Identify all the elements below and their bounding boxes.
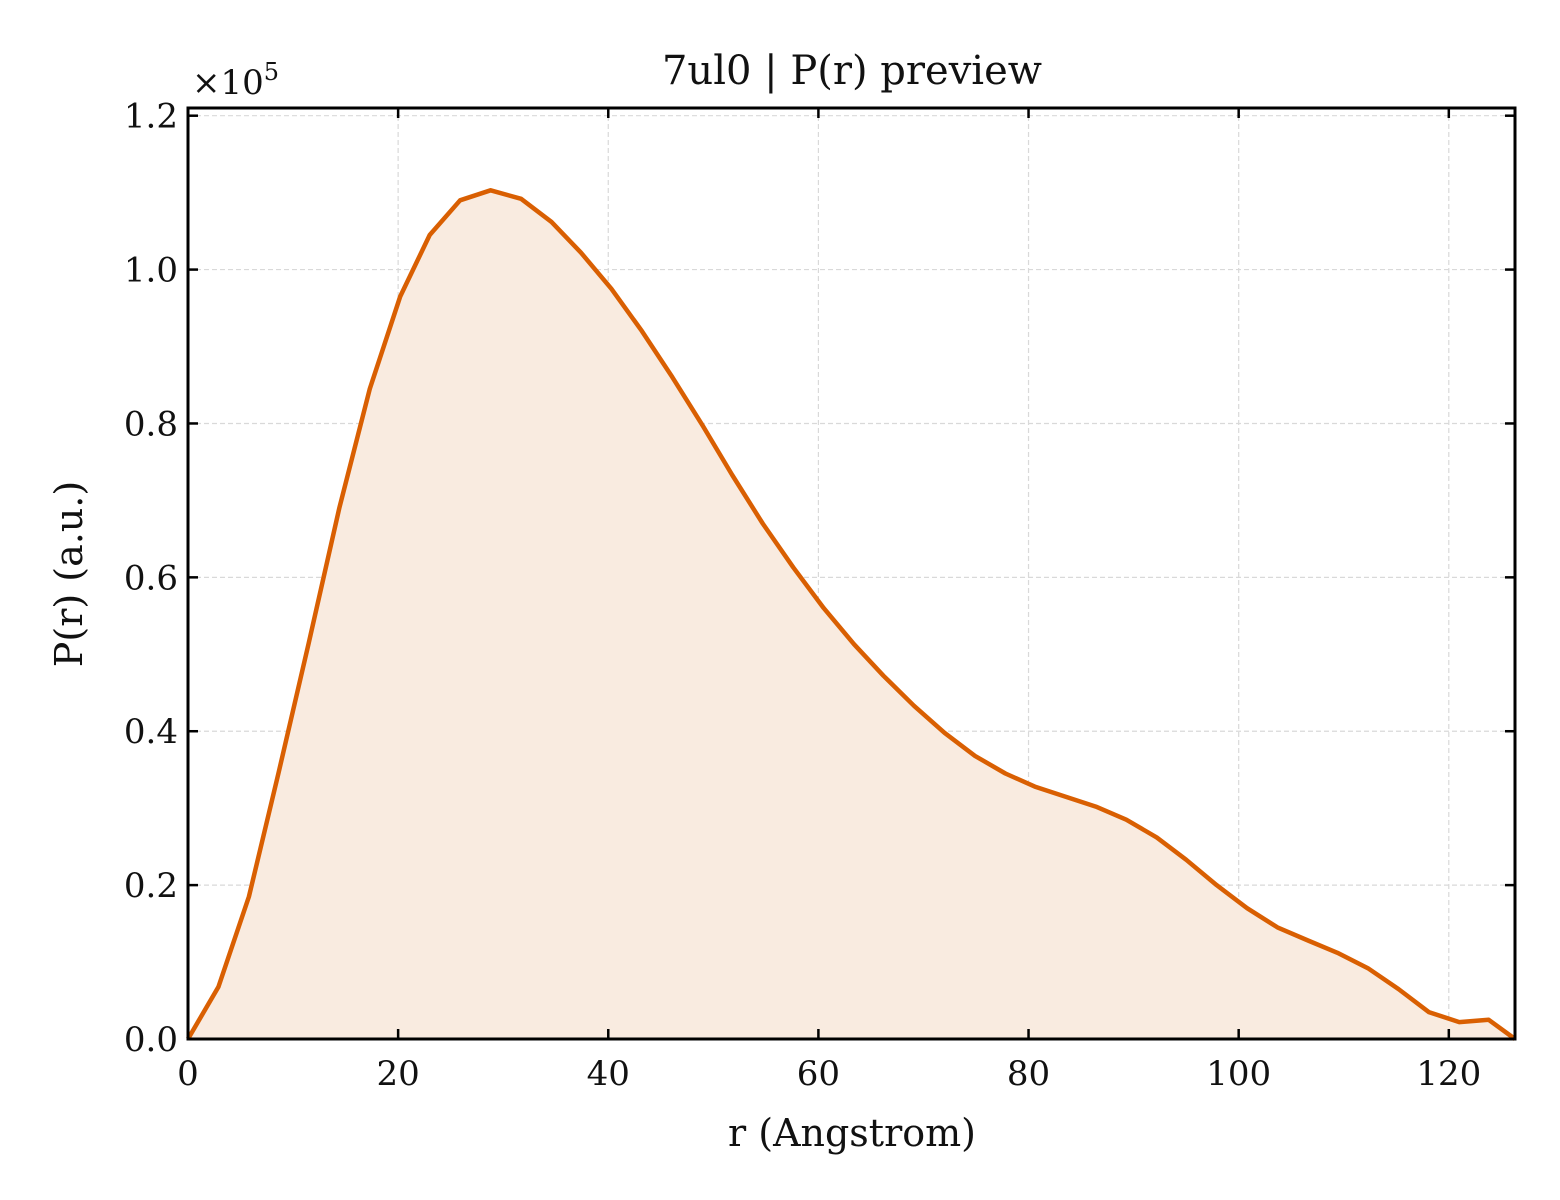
- chart-title: 7ul0 | P(r) preview: [662, 48, 1042, 94]
- plot-frame: [186, 106, 1517, 1041]
- x-axis-label: r (Angstrom): [728, 1111, 976, 1155]
- y-tick-label: 0.0: [124, 1020, 178, 1060]
- y-tick-label: 0.6: [124, 558, 178, 598]
- y-tick-label: 1.2: [124, 97, 178, 137]
- x-tick-label: 120: [1416, 1054, 1481, 1094]
- y-tick-label: 0.4: [124, 712, 178, 752]
- x-tick-label: 20: [377, 1054, 420, 1094]
- pr-series-line: [186, 188, 1517, 1041]
- x-tick-label: 80: [1007, 1054, 1050, 1094]
- y-tick-label: 0.2: [124, 866, 178, 906]
- y-tick-label: 1.0: [124, 251, 178, 291]
- x-tick-label: 100: [1206, 1054, 1271, 1094]
- pr-area-fill: [188, 190, 1515, 1040]
- x-tick-label: 0: [177, 1054, 199, 1094]
- y-tick-label: 0.8: [124, 404, 178, 444]
- x-tick-label: 60: [797, 1054, 840, 1094]
- y-multiplier-label: ×105: [192, 58, 279, 103]
- x-tick-label: 40: [587, 1054, 630, 1094]
- y-axis-label: P(r) (a.u.): [47, 481, 91, 667]
- axis-ticks: 0 20 40 60 80 100 120 0.0 0.2 0.4 0.6 0.8 1.0 1.2: [124, 97, 1515, 1094]
